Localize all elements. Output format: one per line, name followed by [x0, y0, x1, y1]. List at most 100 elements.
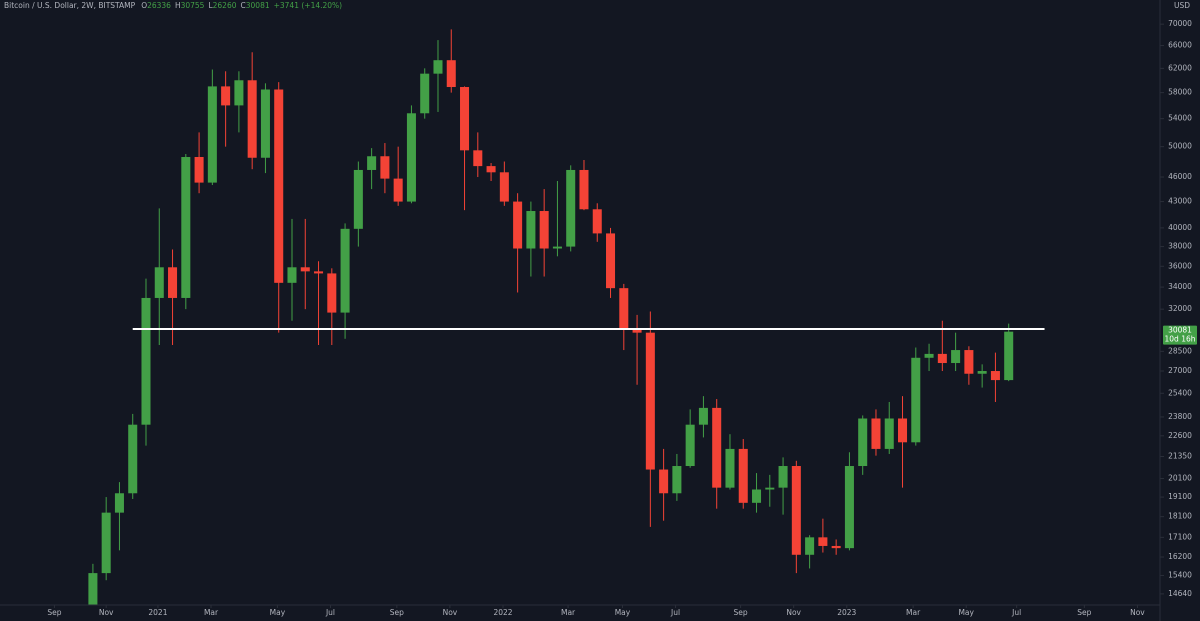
y-tick-label: 36000	[1168, 261, 1192, 270]
candle-body	[898, 418, 908, 443]
candle-body	[738, 448, 748, 503]
y-tick-label: 43000	[1168, 197, 1192, 206]
y-tick-label: 32000	[1168, 304, 1192, 313]
x-tick-label: 2023	[837, 608, 856, 617]
candle-body	[420, 73, 430, 114]
candle-body	[871, 418, 881, 449]
candle-body	[951, 350, 961, 364]
plot-area	[88, 29, 1045, 605]
candle-body	[340, 228, 350, 313]
candle-body	[672, 466, 682, 494]
y-tick-label: 22600	[1168, 431, 1192, 440]
axis-unit: USD	[1174, 1, 1190, 10]
x-tick-label: Sep	[47, 608, 61, 617]
candle-body	[154, 267, 164, 298]
candle-body	[725, 448, 735, 488]
candle-body	[526, 211, 536, 249]
x-tick-label: Nov	[786, 608, 801, 617]
candle-body	[393, 178, 403, 202]
x-tick-label: Jul	[325, 608, 335, 617]
candle-body	[1004, 331, 1014, 381]
candle-body	[446, 60, 456, 88]
candle-body	[566, 169, 576, 247]
candle-body	[712, 407, 722, 488]
candle-body	[977, 371, 987, 374]
x-tick-label: Nov	[443, 608, 458, 617]
ohlc-value: 30081	[246, 1, 270, 10]
candle-body	[101, 512, 111, 574]
x-tick-label: May	[615, 608, 631, 617]
candle-body	[592, 209, 602, 234]
candle-body	[287, 267, 297, 283]
candle-body	[685, 424, 695, 467]
x-tick-label: Sep	[390, 608, 404, 617]
candle-body	[632, 329, 642, 333]
last-price-box	[1163, 325, 1197, 345]
x-tick-label: Mar	[906, 608, 921, 617]
candle-body	[300, 267, 310, 272]
candle-body	[924, 353, 934, 358]
ohlc-value: 30755	[181, 1, 205, 10]
x-tick-label: Nov	[99, 608, 114, 617]
candle-body	[406, 113, 416, 202]
y-tick-label: 25400	[1168, 388, 1192, 397]
y-tick-label: 23800	[1168, 412, 1192, 421]
y-tick-label: 16200	[1168, 552, 1192, 561]
candle-body	[168, 267, 178, 298]
candle-body	[698, 407, 708, 425]
candle-body	[539, 211, 549, 249]
x-tick-label: Mar	[204, 608, 219, 617]
candle-body	[207, 86, 217, 183]
candle-body	[327, 273, 337, 313]
x-tick-label: May	[270, 608, 286, 617]
candle-body	[353, 169, 363, 229]
candle-body	[619, 288, 629, 330]
candle-body	[181, 157, 191, 298]
candle-body	[380, 156, 390, 179]
candle-body	[791, 466, 801, 555]
y-tick-label: 14640	[1168, 589, 1192, 598]
candle-body	[141, 297, 151, 425]
ohlc-label: C	[241, 1, 246, 10]
candle-body	[844, 466, 854, 549]
last-price-label: 30081	[1168, 326, 1192, 335]
candle-body	[765, 487, 775, 490]
y-tick-label: 27000	[1168, 366, 1192, 375]
candle-body	[818, 537, 828, 546]
candle-body	[114, 493, 124, 513]
candle-body	[884, 418, 894, 449]
ohlc-value: 26260	[213, 1, 237, 10]
x-tick-label: Nov	[1130, 608, 1145, 617]
x-tick-label: May	[958, 608, 974, 617]
x-tick-label: Sep	[1077, 608, 1091, 617]
candle-body	[831, 545, 841, 549]
y-tick-label: 46000	[1168, 172, 1192, 181]
y-tick-label: 50000	[1168, 142, 1192, 151]
y-tick-label: 15400	[1168, 570, 1192, 579]
x-tick-label: 2021	[148, 608, 167, 617]
candle-body	[433, 60, 443, 74]
y-tick-label: 34000	[1168, 282, 1192, 291]
ohlc-value: 26336	[147, 1, 171, 10]
candle-body	[659, 469, 669, 494]
candle-body	[579, 169, 589, 210]
candle-body	[274, 89, 284, 283]
symbol-title: Bitcoin / U.S. Dollar, 2W, BITSTAMP	[4, 1, 136, 10]
candle-body	[645, 332, 655, 470]
candle-body	[513, 201, 523, 249]
candle-body	[473, 150, 483, 167]
ohlc-label: O	[141, 1, 147, 10]
candle-body	[606, 233, 616, 289]
candle-body	[314, 271, 324, 274]
countdown-label: 10d 16h	[1165, 335, 1196, 344]
candle-body	[752, 489, 762, 503]
y-tick-label: 19100	[1168, 492, 1192, 501]
chart-header: Bitcoin / U.S. Dollar, 2W, BITSTAMP O2633…	[4, 1, 342, 10]
y-tick-label: 28500	[1168, 346, 1192, 355]
candle-body	[260, 89, 270, 158]
candle-body	[221, 86, 231, 106]
x-tick-label: Jul	[1011, 608, 1021, 617]
y-tick-label: 54000	[1168, 114, 1192, 123]
y-tick-label: 20100	[1168, 473, 1192, 482]
